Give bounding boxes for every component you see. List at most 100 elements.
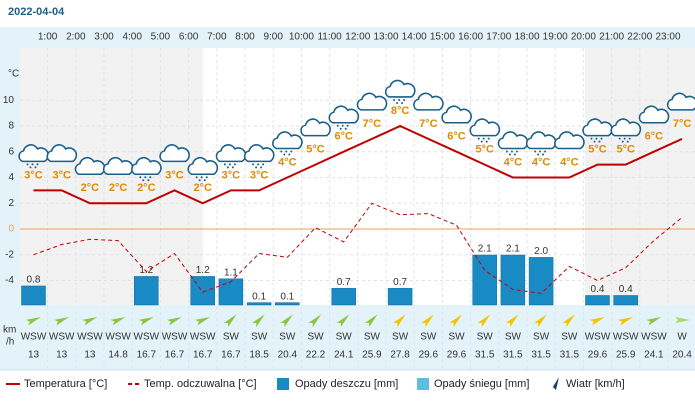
drop <box>344 127 347 130</box>
hour-label: 12:00 <box>345 32 370 43</box>
drop <box>480 140 483 143</box>
drop <box>198 179 201 182</box>
drop <box>226 166 229 169</box>
drop <box>595 137 598 140</box>
weather-icon <box>610 118 642 143</box>
wind-speed: 16.7 <box>137 350 157 361</box>
legend: Temperatura [°C] Temp. odczuwalna [°C] O… <box>6 377 625 390</box>
wind-direction: WSW <box>134 332 160 343</box>
hour-label: 15:00 <box>430 32 455 43</box>
drop <box>36 163 39 166</box>
drop <box>231 166 234 169</box>
wind-direction: SW <box>533 332 550 343</box>
wind-direction: SW <box>561 332 578 343</box>
drop <box>485 140 488 143</box>
cloud <box>243 144 275 163</box>
drop <box>195 176 198 179</box>
drop <box>515 150 518 153</box>
wind-arrow <box>646 316 662 326</box>
arrow <box>421 314 434 328</box>
arrow <box>336 314 350 328</box>
wind-speed: 25.9 <box>616 350 636 361</box>
wind-speed: 31.5 <box>560 350 580 361</box>
temperature-label: 3°C <box>165 169 184 181</box>
hour-label: 5:00 <box>151 32 171 43</box>
weather-icon <box>243 144 275 169</box>
rain-label: 1.2 <box>196 265 210 276</box>
wind-direction: SW <box>364 332 381 343</box>
drop <box>398 98 401 101</box>
arrow <box>477 314 491 328</box>
rain-bar <box>134 276 159 306</box>
wind-arrow <box>25 316 41 326</box>
drop <box>482 137 485 140</box>
arrow <box>54 316 70 326</box>
rain-bar <box>21 285 46 306</box>
drop <box>534 150 537 153</box>
wind-direction: WSW <box>190 332 216 343</box>
hour-label: 13:00 <box>373 32 398 43</box>
wind-direction: WSW <box>585 332 611 343</box>
wind-arrow <box>393 314 406 328</box>
wind-speed: 13 <box>84 350 96 361</box>
cloud <box>413 92 444 111</box>
wind-arrow <box>618 316 634 326</box>
drop <box>228 163 231 166</box>
rain-bar <box>218 278 244 306</box>
drop <box>537 153 540 156</box>
wind-arrow <box>336 314 350 328</box>
wind-arrow <box>562 314 575 328</box>
rain-bar <box>472 254 497 306</box>
drop <box>233 163 236 166</box>
temperature-label: 4°C <box>560 156 579 168</box>
wind-speed: 31.5 <box>503 350 523 361</box>
drop <box>149 176 152 179</box>
legend-label: Opady deszczu [mm] <box>295 378 398 390</box>
legend-swatch <box>277 378 289 390</box>
wind-speed: 13 <box>28 350 40 361</box>
temperature-label: 2°C <box>137 182 156 194</box>
drop <box>513 153 516 156</box>
arrow <box>364 314 378 328</box>
temperature-label: 5°C <box>306 144 325 156</box>
drop <box>147 179 150 182</box>
cloud <box>187 156 219 176</box>
wind-speed: 20.4 <box>278 350 298 361</box>
wind-arrow <box>110 316 126 326</box>
arrow <box>675 317 691 323</box>
wind-direction: SW <box>448 332 465 343</box>
arrow <box>505 314 519 328</box>
drop <box>341 124 344 127</box>
hour-label: 14:00 <box>402 32 427 43</box>
weather-icon <box>638 105 670 124</box>
legend-label: Temperatura [°C] <box>24 378 107 390</box>
wind-arrow <box>54 316 70 326</box>
drop <box>628 137 631 140</box>
temperature-label: 4°C <box>532 156 551 168</box>
drop <box>26 163 29 166</box>
night-shade <box>20 48 203 305</box>
drop <box>401 101 404 104</box>
wind-speed: 16.7 <box>193 350 213 361</box>
rain-label: 0.7 <box>337 277 351 288</box>
drop <box>593 140 596 143</box>
axis-column <box>0 48 20 370</box>
arrow <box>562 314 575 328</box>
weather-icon <box>46 144 78 163</box>
drop <box>205 176 208 179</box>
drop <box>290 150 293 153</box>
drop <box>280 150 283 153</box>
drop <box>508 153 511 156</box>
drop <box>203 179 206 182</box>
legend-arrow <box>551 377 559 390</box>
drop <box>260 166 263 169</box>
weather-icon <box>525 131 557 156</box>
wind-arrow <box>166 316 182 326</box>
wind-speed: 25.9 <box>362 350 382 361</box>
y-tick-label: 10 <box>3 95 15 106</box>
weather-icon <box>666 92 695 111</box>
rain-bar <box>190 276 215 306</box>
rain-label: 2.1 <box>478 244 492 255</box>
wind-speed: 29.6 <box>447 350 467 361</box>
